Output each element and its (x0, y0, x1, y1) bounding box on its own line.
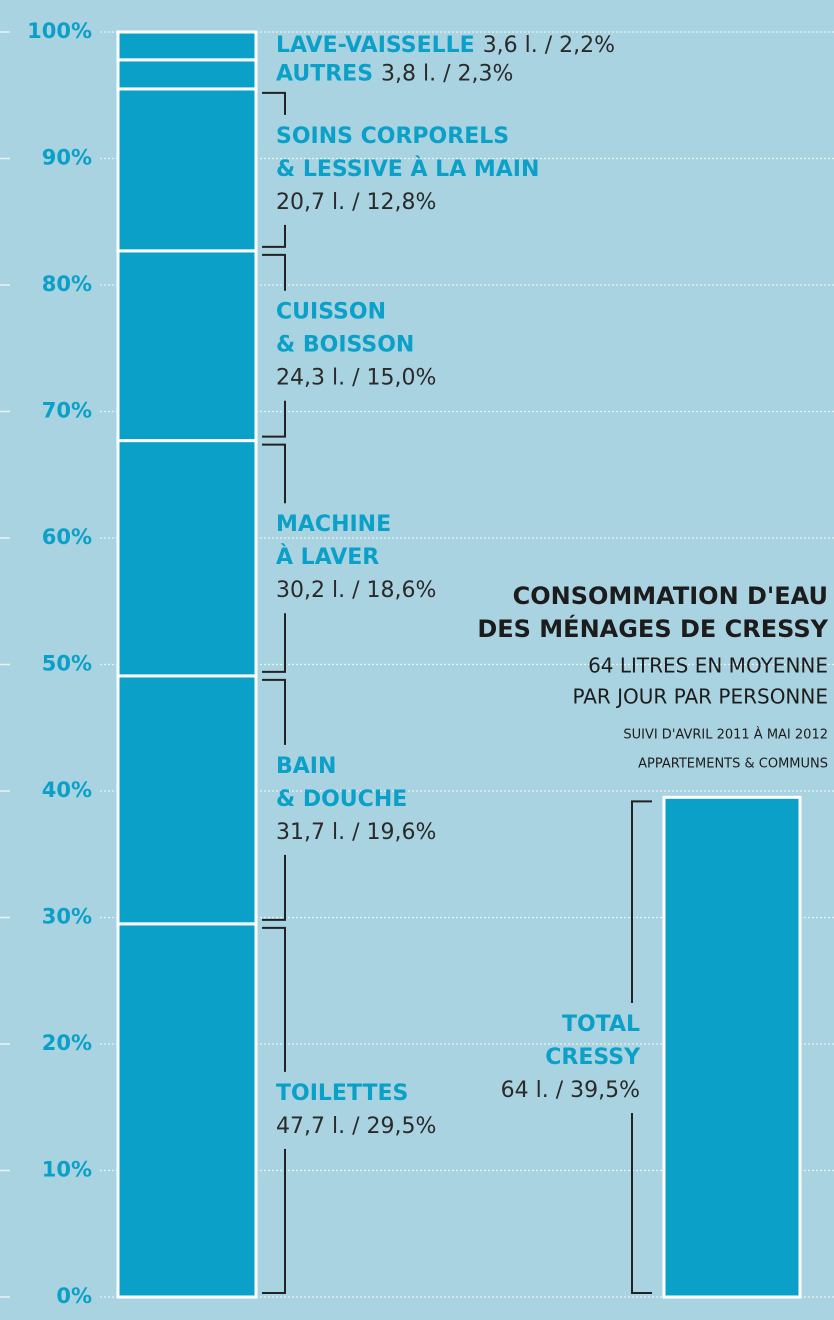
chart-title: CONSOMMATION D'EAU (513, 582, 828, 610)
value-label: 47,7 l. / 29,5% (276, 1114, 436, 1139)
value-label: 3,8 l. / 2,3% (381, 61, 513, 86)
y-tick-label: 50% (42, 652, 92, 676)
total-bar (662, 795, 802, 1299)
subtitle: PAR JOUR PAR PERSONNE (572, 685, 828, 709)
total-label: TOTAL (562, 1012, 640, 1037)
bar-segment (116, 249, 258, 443)
y-tick-label: 80% (42, 272, 92, 296)
note: SUIVI D'AVRIL 2011 À MAI 2012 (623, 727, 828, 743)
category-label: & LESSIVE À LA MAIN (276, 156, 539, 182)
bracket (262, 443, 286, 673)
category-label: TOILETTES (276, 1081, 408, 1106)
category-label: LAVE-VAISSELLE (276, 33, 475, 58)
y-tick-label: 40% (42, 778, 92, 802)
note: APPARTEMENTS & COMMUNS (638, 757, 828, 772)
segment-label: AUTRES 3,8 l. / 2,3% (276, 61, 513, 86)
bracket (262, 253, 286, 438)
category-label: & DOUCHE (276, 787, 407, 812)
category-label: & BOISSON (276, 333, 414, 358)
y-tick-label: 20% (42, 1031, 92, 1055)
subtitle: 64 LITRES EN MOYENNE (588, 654, 828, 678)
bracket (631, 800, 652, 1294)
total-label: CRESSY (545, 1045, 641, 1070)
bar-segment (116, 30, 258, 62)
y-tick-label: 10% (42, 1158, 92, 1182)
category-label: À LAVER (276, 544, 379, 570)
value-label: 30,2 l. / 18,6% (276, 578, 436, 603)
y-tick-label: 60% (42, 525, 92, 549)
chart-title: DES MÉNAGES DE CRESSY (477, 614, 828, 643)
bracket (262, 678, 286, 921)
y-tick-label: 30% (42, 905, 92, 929)
bar-segment (116, 922, 258, 1299)
y-tick-label: 0% (56, 1284, 92, 1308)
value-label: 24,3 l. / 15,0% (276, 366, 436, 391)
total-value-label: 64 l. / 39,5% (501, 1078, 640, 1103)
bar-segment (116, 58, 258, 91)
bracket (262, 91, 286, 248)
value-label: 20,7 l. / 12,8% (276, 190, 436, 215)
y-tick-label: 100% (27, 19, 92, 43)
grid (0, 31, 834, 1298)
category-label: BAIN (276, 754, 336, 779)
marks (116, 30, 802, 1299)
category-label: AUTRES (276, 61, 373, 86)
bracket (262, 926, 286, 1294)
bar-segment (116, 674, 258, 926)
y-tick-label: 90% (42, 146, 92, 170)
y-tick-label: 70% (42, 399, 92, 423)
value-label: 31,7 l. / 19,6% (276, 820, 436, 845)
category-label: CUISSON (276, 300, 386, 325)
bar-segment (116, 439, 258, 678)
segment-label: LAVE-VAISSELLE 3,6 l. / 2,2% (276, 33, 615, 58)
bar-segment (116, 87, 258, 253)
category-label: SOINS CORPORELS (276, 124, 509, 149)
category-label: MACHINE (276, 512, 391, 537)
value-label: 3,6 l. / 2,2% (483, 33, 615, 58)
